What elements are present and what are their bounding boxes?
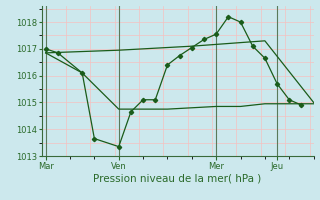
X-axis label: Pression niveau de la mer( hPa ): Pression niveau de la mer( hPa ) (93, 173, 262, 183)
